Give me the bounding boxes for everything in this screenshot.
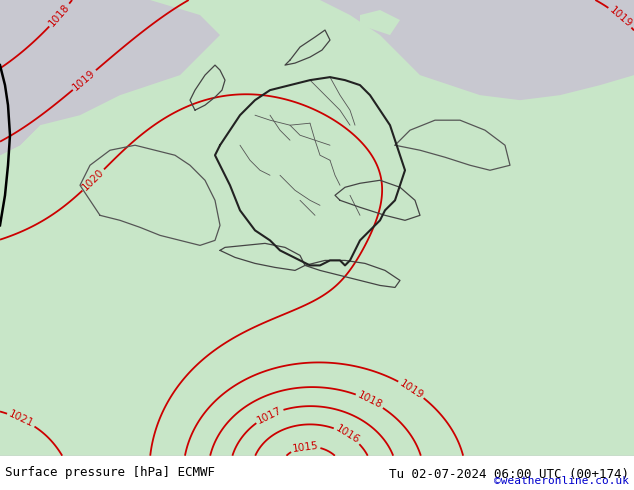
Text: 1017: 1017 <box>256 405 283 425</box>
Text: 1016: 1016 <box>333 423 361 446</box>
Polygon shape <box>0 0 220 155</box>
Text: ©weatheronline.co.uk: ©weatheronline.co.uk <box>494 476 629 486</box>
Polygon shape <box>0 0 634 456</box>
Text: 1018: 1018 <box>356 390 384 411</box>
Text: 1019: 1019 <box>71 68 98 93</box>
Text: 1018: 1018 <box>47 2 72 28</box>
Text: 1019: 1019 <box>607 5 633 29</box>
Polygon shape <box>310 23 345 40</box>
Text: 1020: 1020 <box>81 167 106 193</box>
Text: 1019: 1019 <box>398 378 425 401</box>
Text: 1015: 1015 <box>292 441 319 454</box>
Polygon shape <box>360 10 400 35</box>
Text: 1021: 1021 <box>7 409 36 429</box>
Polygon shape <box>0 0 634 456</box>
Text: Tu 02-07-2024 06:00 UTC (00+174): Tu 02-07-2024 06:00 UTC (00+174) <box>389 468 629 481</box>
Text: Surface pressure [hPa] ECMWF: Surface pressure [hPa] ECMWF <box>5 466 215 479</box>
Polygon shape <box>300 0 634 100</box>
